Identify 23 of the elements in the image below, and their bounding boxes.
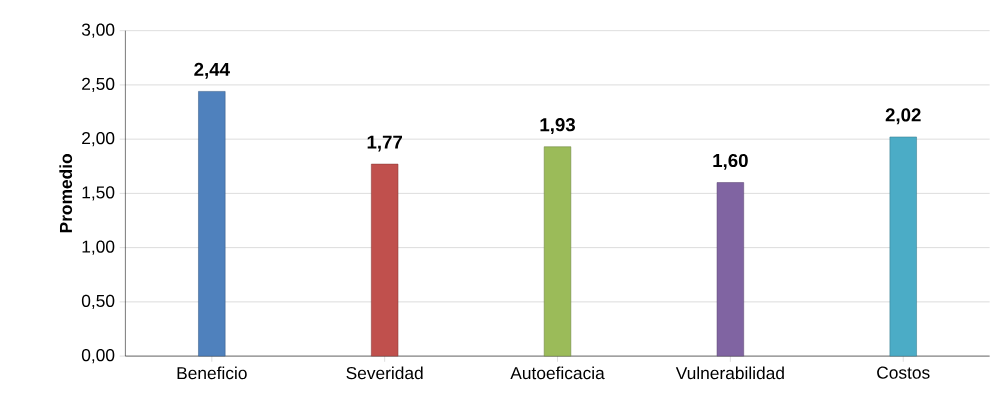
y-axis-title: Promedio: [59, 153, 73, 232]
x-tick-label: Vulnerabilidad: [675, 366, 784, 380]
y-tick-label: 1,00: [82, 240, 115, 255]
data-label: 1,60: [713, 153, 748, 170]
x-tick-label: Autoeficacia: [510, 366, 605, 380]
bar: [716, 182, 744, 357]
y-tick-label: 1,50: [82, 186, 115, 201]
y-tick-label: 0,50: [81, 294, 115, 309]
bar: [198, 90, 226, 357]
y-tick-label: 2,50: [82, 77, 115, 92]
bar: [543, 146, 572, 357]
x-tick-label: Costos: [877, 366, 930, 379]
data-label: 2,44: [194, 62, 230, 79]
data-label: 1,77: [367, 135, 403, 152]
y-tick-label: 2,00: [82, 131, 115, 147]
y-tick-label: 3,00: [81, 23, 115, 38]
data-label: 1,93: [540, 117, 576, 134]
x-tick-label: Beneficio: [177, 366, 247, 380]
y-tick-label: 0,00: [81, 348, 115, 364]
bar: [371, 163, 399, 357]
data-label: 2,02: [885, 108, 921, 125]
x-tick-label: Severidad: [346, 366, 423, 380]
bar: [889, 136, 917, 357]
